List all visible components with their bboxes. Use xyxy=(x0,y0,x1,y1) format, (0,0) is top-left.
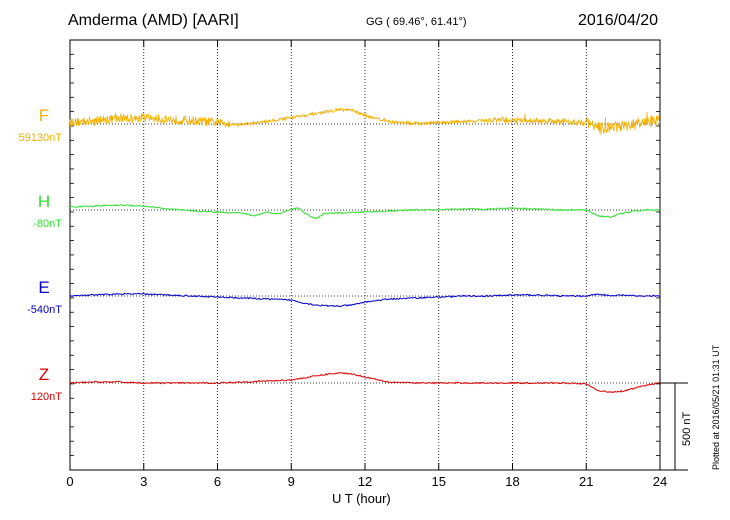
x-axis-label: U T (hour) xyxy=(332,491,391,506)
series-name-Z: Z xyxy=(39,365,49,384)
x-tick-label-15: 15 xyxy=(432,474,446,489)
trace-E xyxy=(69,292,660,308)
x-tick-label-9: 9 xyxy=(288,474,295,489)
baseline-label-F: 59130nT xyxy=(19,132,63,144)
x-tick-label-0: 0 xyxy=(66,474,73,489)
series-name-E: E xyxy=(38,278,49,297)
series-name-H: H xyxy=(38,192,50,211)
scale-bar xyxy=(660,382,688,471)
x-tick-label-3: 3 xyxy=(140,474,147,489)
baseline-label-H: -80nT xyxy=(33,218,62,230)
grid-lines xyxy=(143,40,587,470)
plot-frame xyxy=(69,39,661,471)
series-name-F: F xyxy=(39,106,49,125)
plot-date: 2016/04/20 xyxy=(578,12,659,29)
trace-H xyxy=(69,203,661,220)
x-tick-label-24: 24 xyxy=(653,474,667,489)
trace-F xyxy=(69,107,661,135)
traces: F 59130nT H -80nT E -540nT Z 120nT xyxy=(19,106,661,403)
axis-ticks: 0 3 6 9 12 15 18 21 24 xyxy=(66,40,667,489)
x-tick-label-12: 12 xyxy=(358,474,372,489)
trace-Z xyxy=(69,372,661,394)
x-tick-label-18: 18 xyxy=(505,474,519,489)
x-tick-label-21: 21 xyxy=(579,474,593,489)
station-coordinates: GG ( 69.46°, 61.41°) xyxy=(366,16,467,28)
page-title: Amderma (AMD) [AARI] xyxy=(68,12,239,29)
baseline-label-E: -540nT xyxy=(27,304,62,316)
x-tick-label-6: 6 xyxy=(214,474,221,489)
baseline-label-Z: 120nT xyxy=(31,391,62,403)
